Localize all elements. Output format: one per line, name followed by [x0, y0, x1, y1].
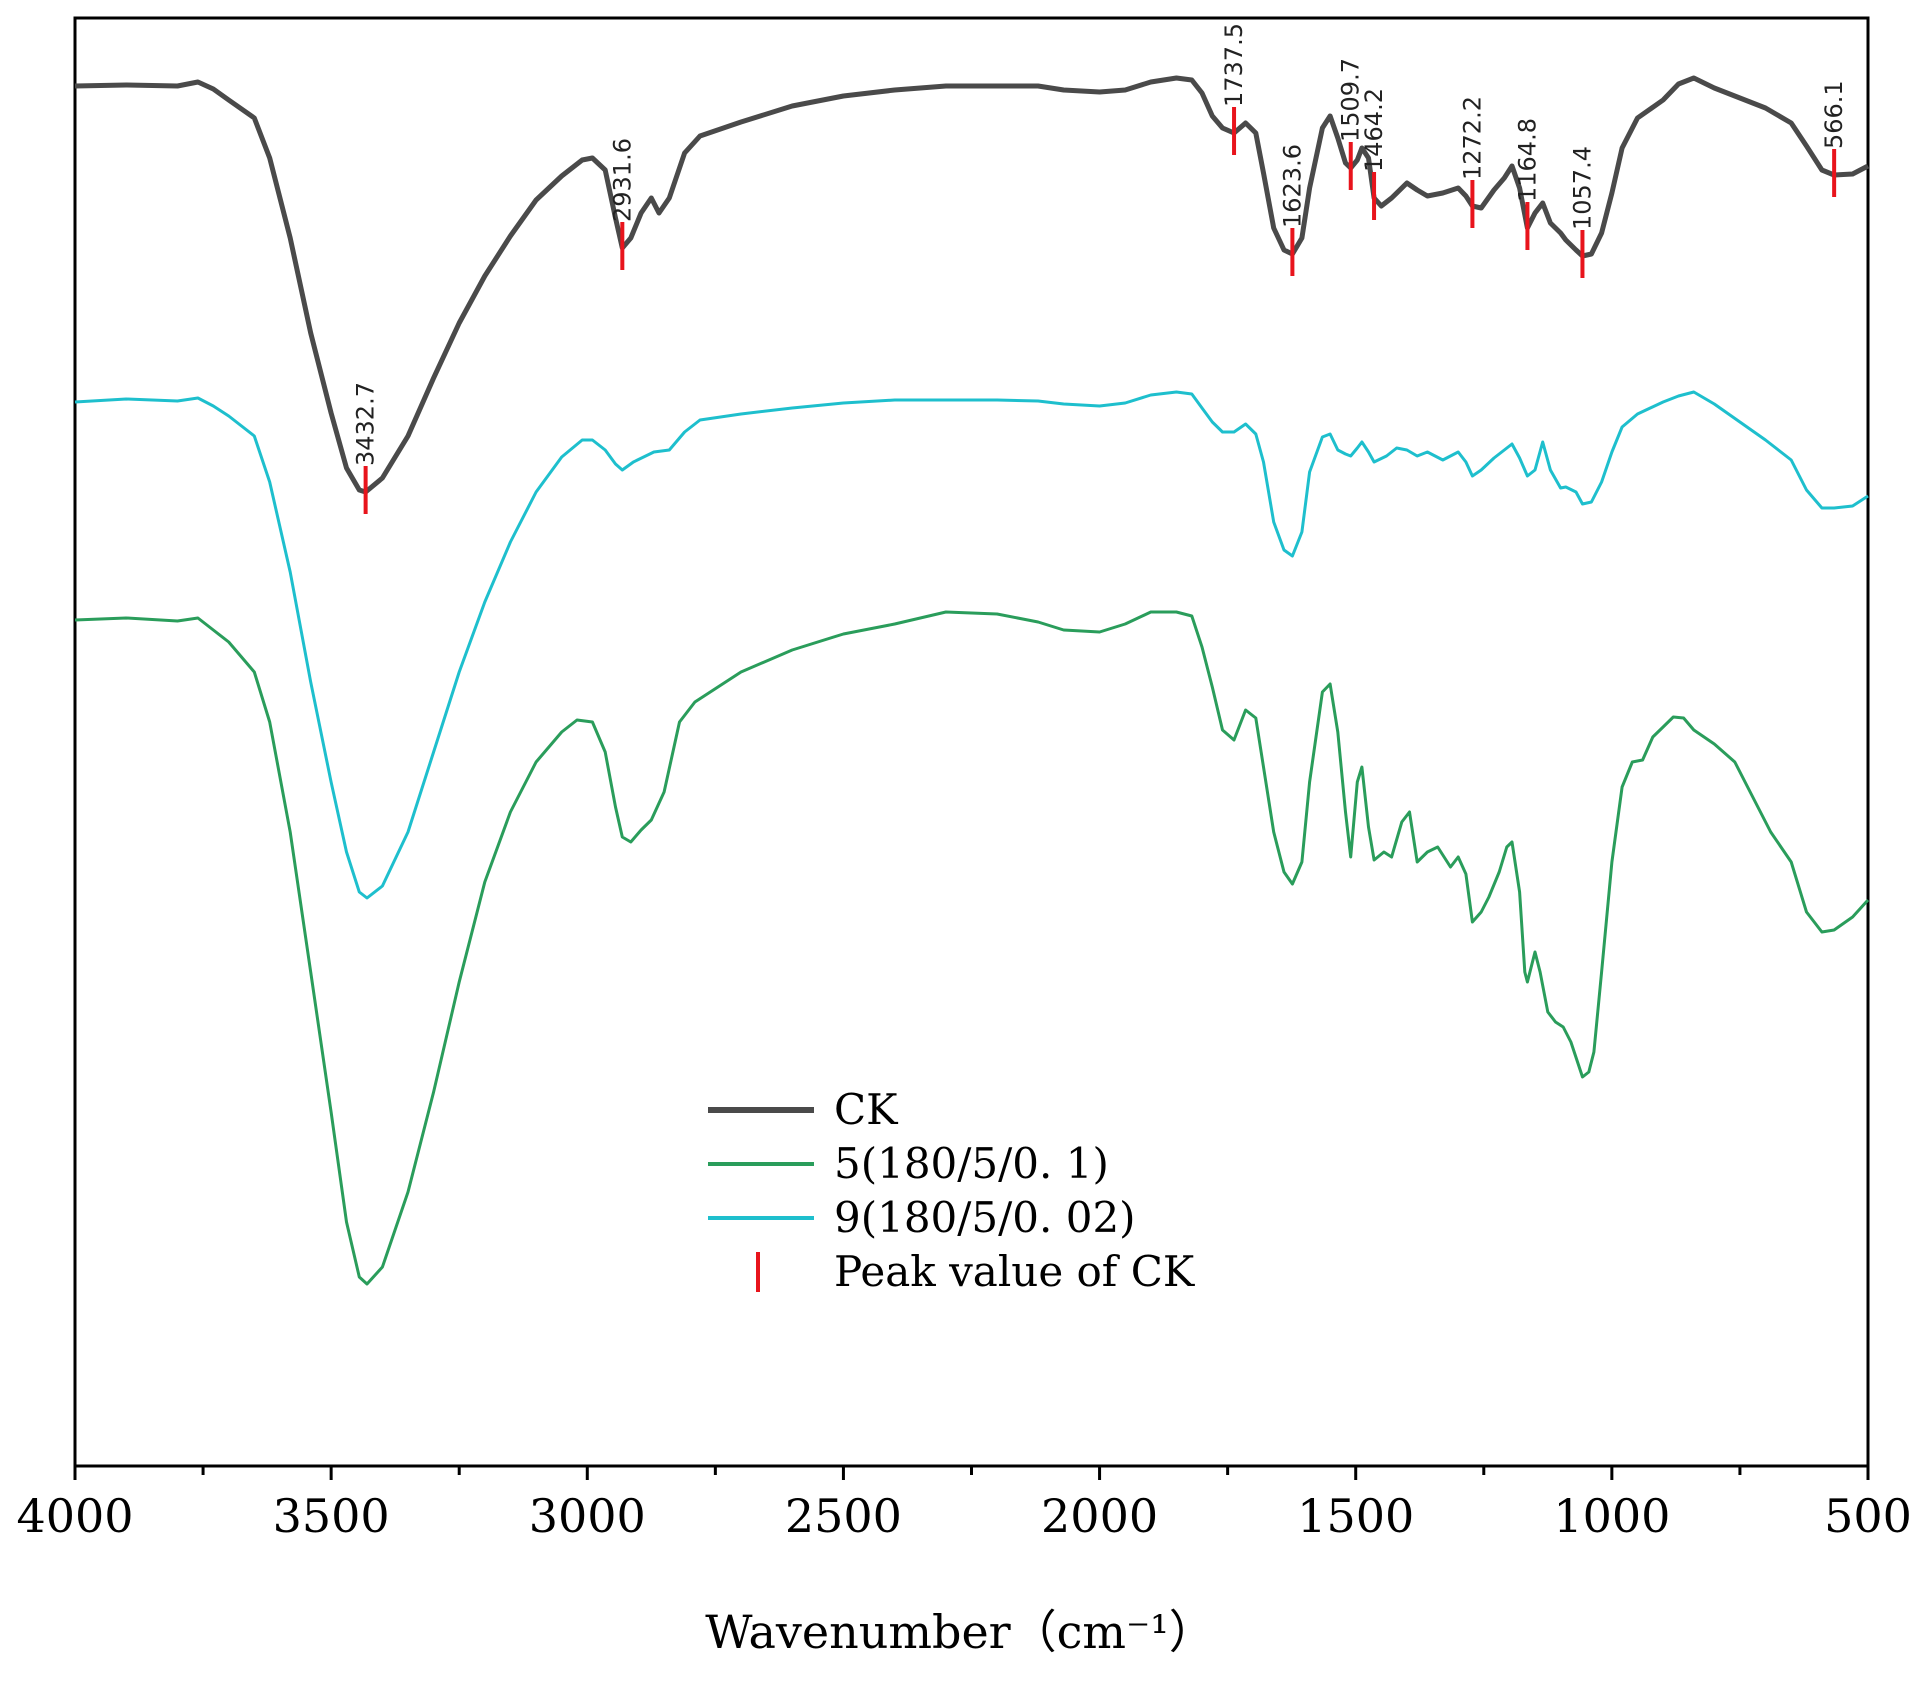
peak-label: 3432.7 — [352, 382, 380, 466]
legend-label: CK — [834, 1085, 899, 1134]
x-tick-label: 2000 — [1041, 1489, 1158, 1543]
series-line-0 — [74, 75, 1870, 495]
peak-label: 1623.6 — [1278, 144, 1306, 228]
x-ticks: 4000 3500 3000 2500 2000 1500 1000 500 — [16, 1466, 1912, 1543]
peak-label: 1272.2 — [1458, 96, 1486, 180]
peak-label: 566.1 — [1820, 80, 1848, 149]
x-tick-label: 1000 — [1553, 1489, 1670, 1543]
x-axis-title: Wavenumber（cm⁻¹） — [705, 1605, 1215, 1659]
peak-label: 1509.7 — [1337, 58, 1365, 142]
legend-label: 9(180/5/0. 02) — [834, 1193, 1136, 1242]
x-tick-label: 3000 — [529, 1489, 646, 1543]
x-tick-label: 500 — [1824, 1489, 1912, 1543]
peak-label: 2931.6 — [608, 138, 636, 222]
series-layer — [74, 75, 1870, 1286]
series-line-1 — [74, 390, 1869, 900]
x-tick-label: 2500 — [785, 1489, 902, 1543]
x-tick-label: 3500 — [273, 1489, 390, 1543]
peak-label: 1464.2 — [1360, 88, 1388, 172]
legend-label: Peak value of CK — [834, 1247, 1196, 1296]
x-tick-label: 4000 — [16, 1489, 133, 1543]
peak-label: 1164.8 — [1513, 118, 1541, 202]
peak-label: 1737.5 — [1220, 23, 1248, 107]
peak-label: 1057.4 — [1569, 146, 1597, 230]
series-line-2 — [74, 610, 1870, 1286]
x-tick-label: 1500 — [1297, 1489, 1414, 1543]
legend-label: 5(180/5/0. 1) — [834, 1139, 1109, 1188]
legend: CK 5(180/5/0. 1) 9(180/5/0. 02) Peak value … — [708, 1085, 1196, 1296]
